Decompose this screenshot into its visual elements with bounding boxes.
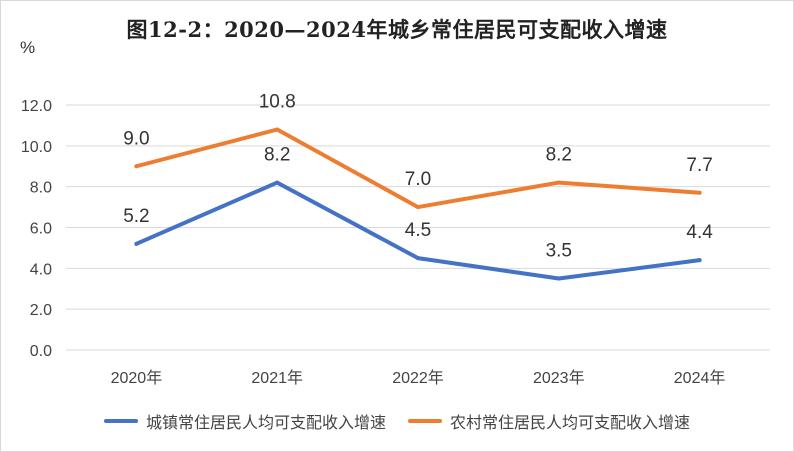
y-tick-label: 4.0 <box>30 261 52 278</box>
data-point <box>134 164 139 169</box>
data-label: 9.0 <box>123 128 149 149</box>
legend-label-rural: 农村常住居民人均可支配收入增速 <box>450 413 691 432</box>
y-tick-label: 2.0 <box>30 302 52 319</box>
data-label: 10.8 <box>259 92 296 113</box>
data-point <box>697 258 702 263</box>
data-point <box>556 276 561 281</box>
data-label: 8.2 <box>546 145 572 166</box>
legend-item-rural: 农村常住居民人均可支配收入增速 <box>408 409 690 433</box>
data-point <box>416 205 420 210</box>
y-tick-label: 6.0 <box>30 221 52 238</box>
data-label: 7.0 <box>405 169 431 190</box>
data-label: 4.5 <box>405 220 431 241</box>
legend-label-urban: 城镇常住居民人均可支配收入增速 <box>145 413 386 432</box>
y-tick-label: 0.0 <box>30 343 52 360</box>
data-label: 4.4 <box>686 222 713 243</box>
data-point <box>416 256 420 261</box>
y-tick-label: 12.0 <box>21 98 52 115</box>
legend-swatch-urban <box>103 419 138 423</box>
data-label: 3.5 <box>546 241 572 262</box>
x-tick-label: 2023年 <box>533 369 585 387</box>
data-point <box>275 180 280 185</box>
data-label: 8.2 <box>264 145 290 166</box>
data-point <box>556 180 561 185</box>
data-label: 5.2 <box>123 206 149 227</box>
x-tick-label: 2024年 <box>674 369 726 387</box>
legend: 城镇常住居民人均可支配收入增速 农村常住居民人均可支配收入增速 <box>0 409 794 433</box>
data-point <box>134 241 139 246</box>
y-axis-unit: % <box>20 38 36 57</box>
x-tick-label: 2022年 <box>392 369 444 387</box>
data-label: 7.7 <box>686 155 712 176</box>
x-tick-label: 2020年 <box>111 369 163 387</box>
chart-title: 图12-2：2020—2024年城乡常住居民可支配收入增速 <box>126 17 668 42</box>
data-point <box>275 127 280 132</box>
x-tick-label: 2021年 <box>251 369 303 387</box>
legend-swatch-rural <box>408 419 442 423</box>
data-point <box>697 190 702 195</box>
legend-item-urban: 城镇常住居民人均可支配收入增速 <box>103 409 386 433</box>
y-tick-label: 10.0 <box>21 139 52 156</box>
y-tick-label: 8.0 <box>30 180 52 197</box>
